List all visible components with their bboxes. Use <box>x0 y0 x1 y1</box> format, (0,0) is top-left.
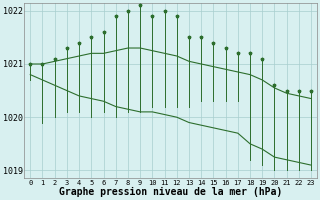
X-axis label: Graphe pression niveau de la mer (hPa): Graphe pression niveau de la mer (hPa) <box>59 187 282 197</box>
